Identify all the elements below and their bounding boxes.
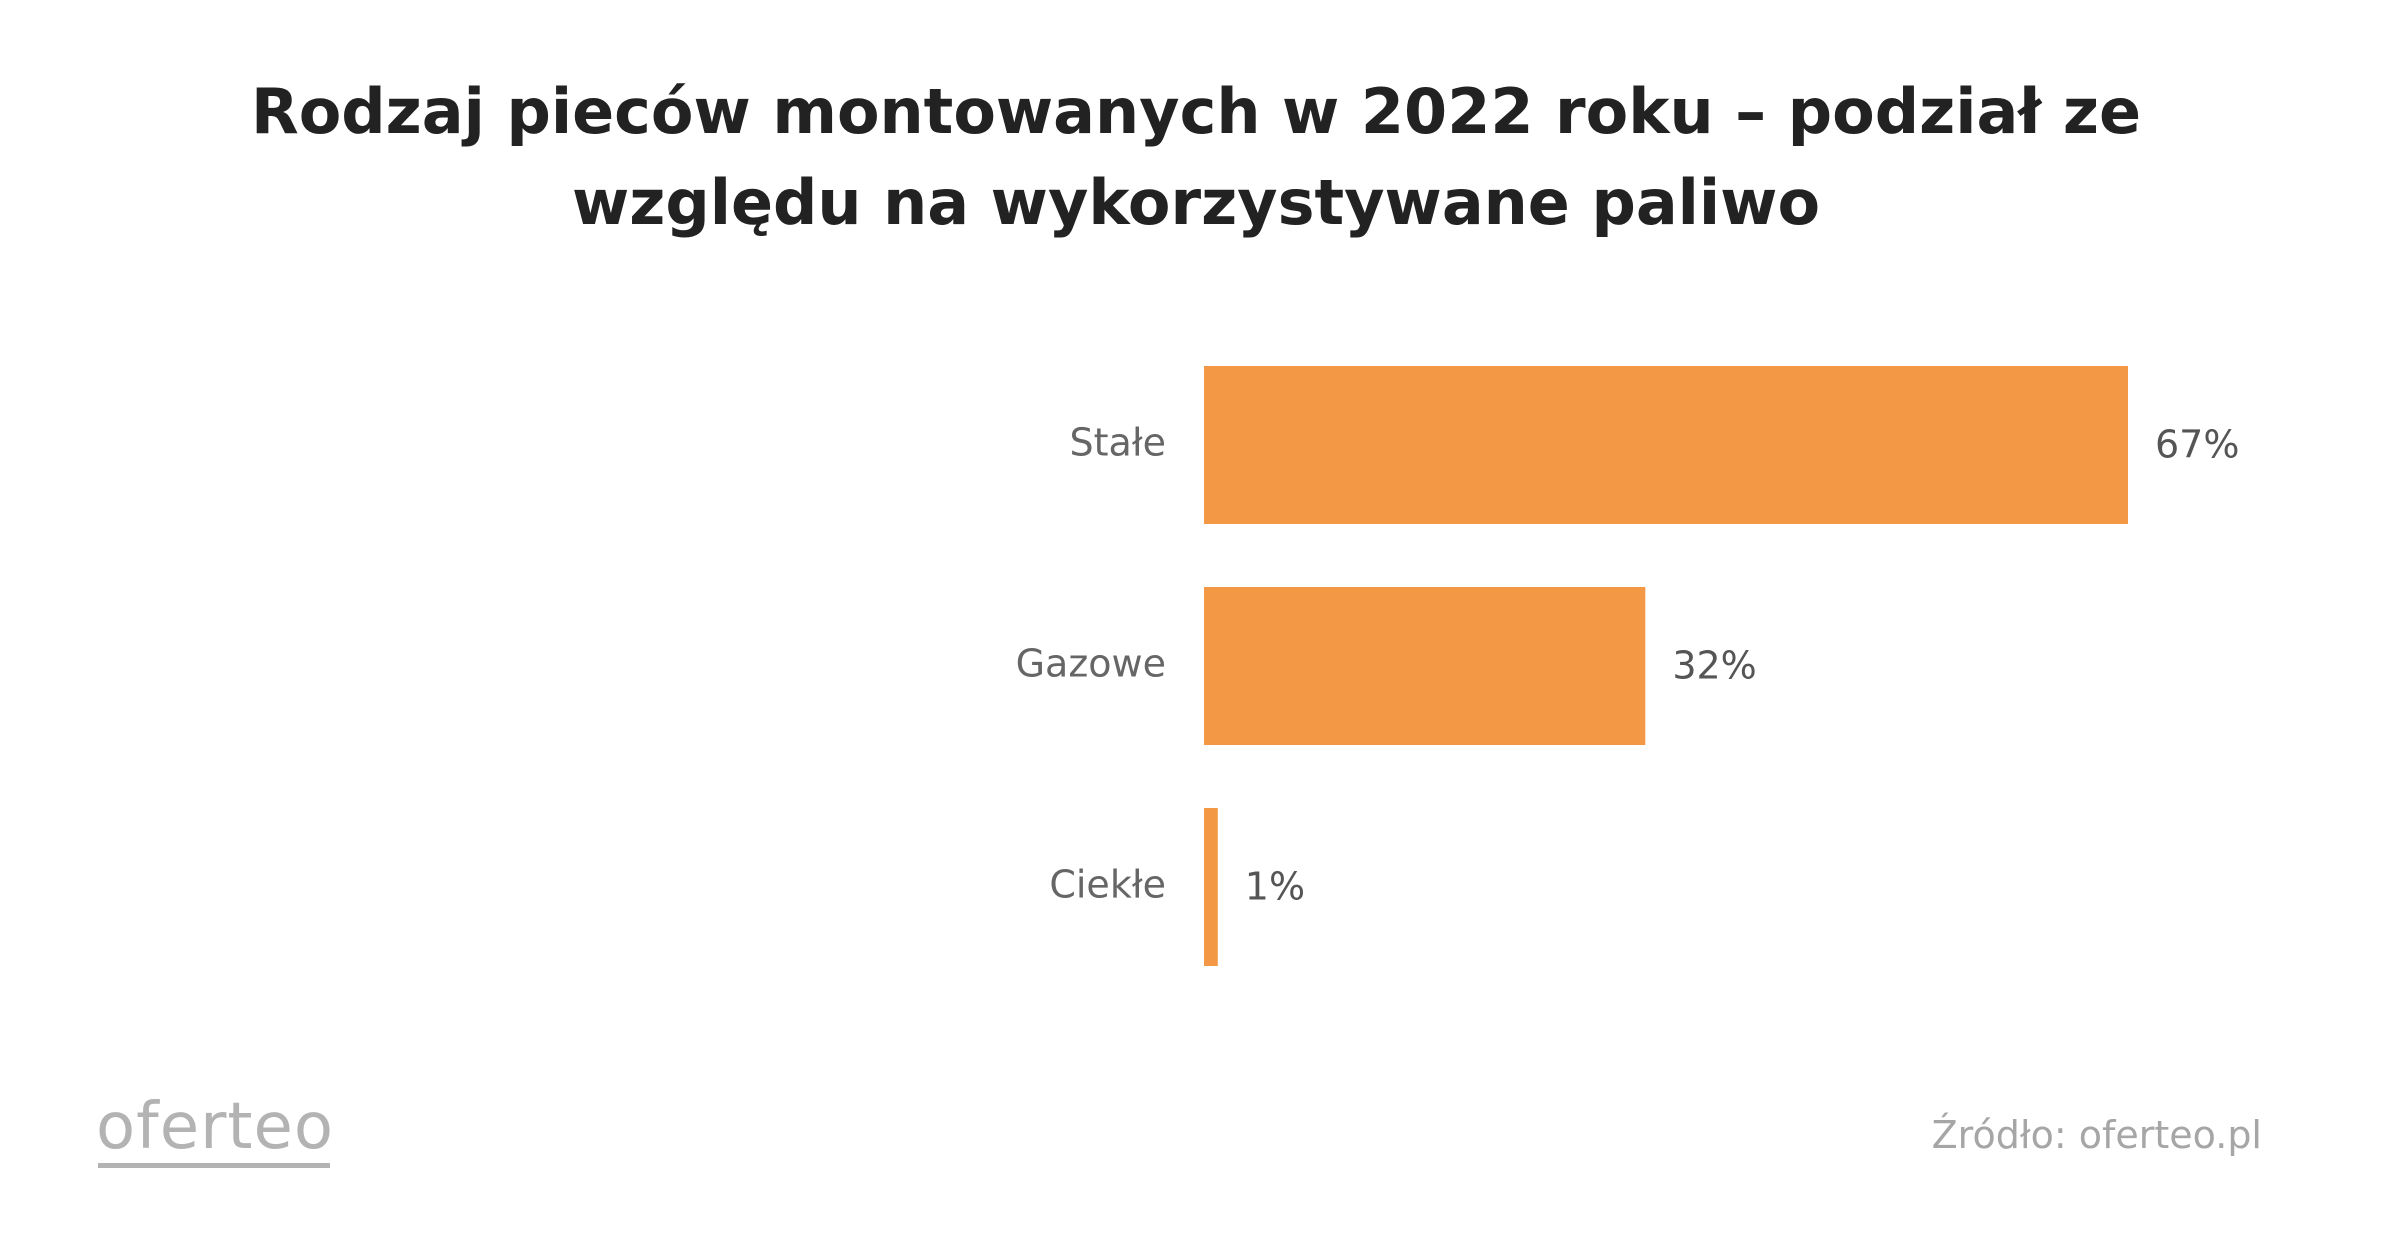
- logo-underline: [98, 1163, 330, 1168]
- category-label-1: Gazowe: [1016, 642, 1166, 686]
- bar-0: [1204, 366, 2128, 524]
- bar-1: [1204, 587, 1646, 745]
- value-label-0: 67%: [2155, 423, 2239, 467]
- category-label-2: Ciekłe: [1049, 863, 1166, 907]
- value-label-2: 1%: [1245, 865, 1305, 909]
- oferteo-logo: oferteo: [96, 1090, 334, 1164]
- bar-2: [1204, 808, 1218, 966]
- source-note: Źródło: oferteo.pl: [1931, 1113, 2262, 1157]
- category-label-0: Stałe: [1070, 421, 1166, 465]
- value-label-1: 32%: [1672, 644, 1756, 688]
- chart-title: Rodzaj pieców montowanych w 2022 roku – …: [250, 75, 2142, 239]
